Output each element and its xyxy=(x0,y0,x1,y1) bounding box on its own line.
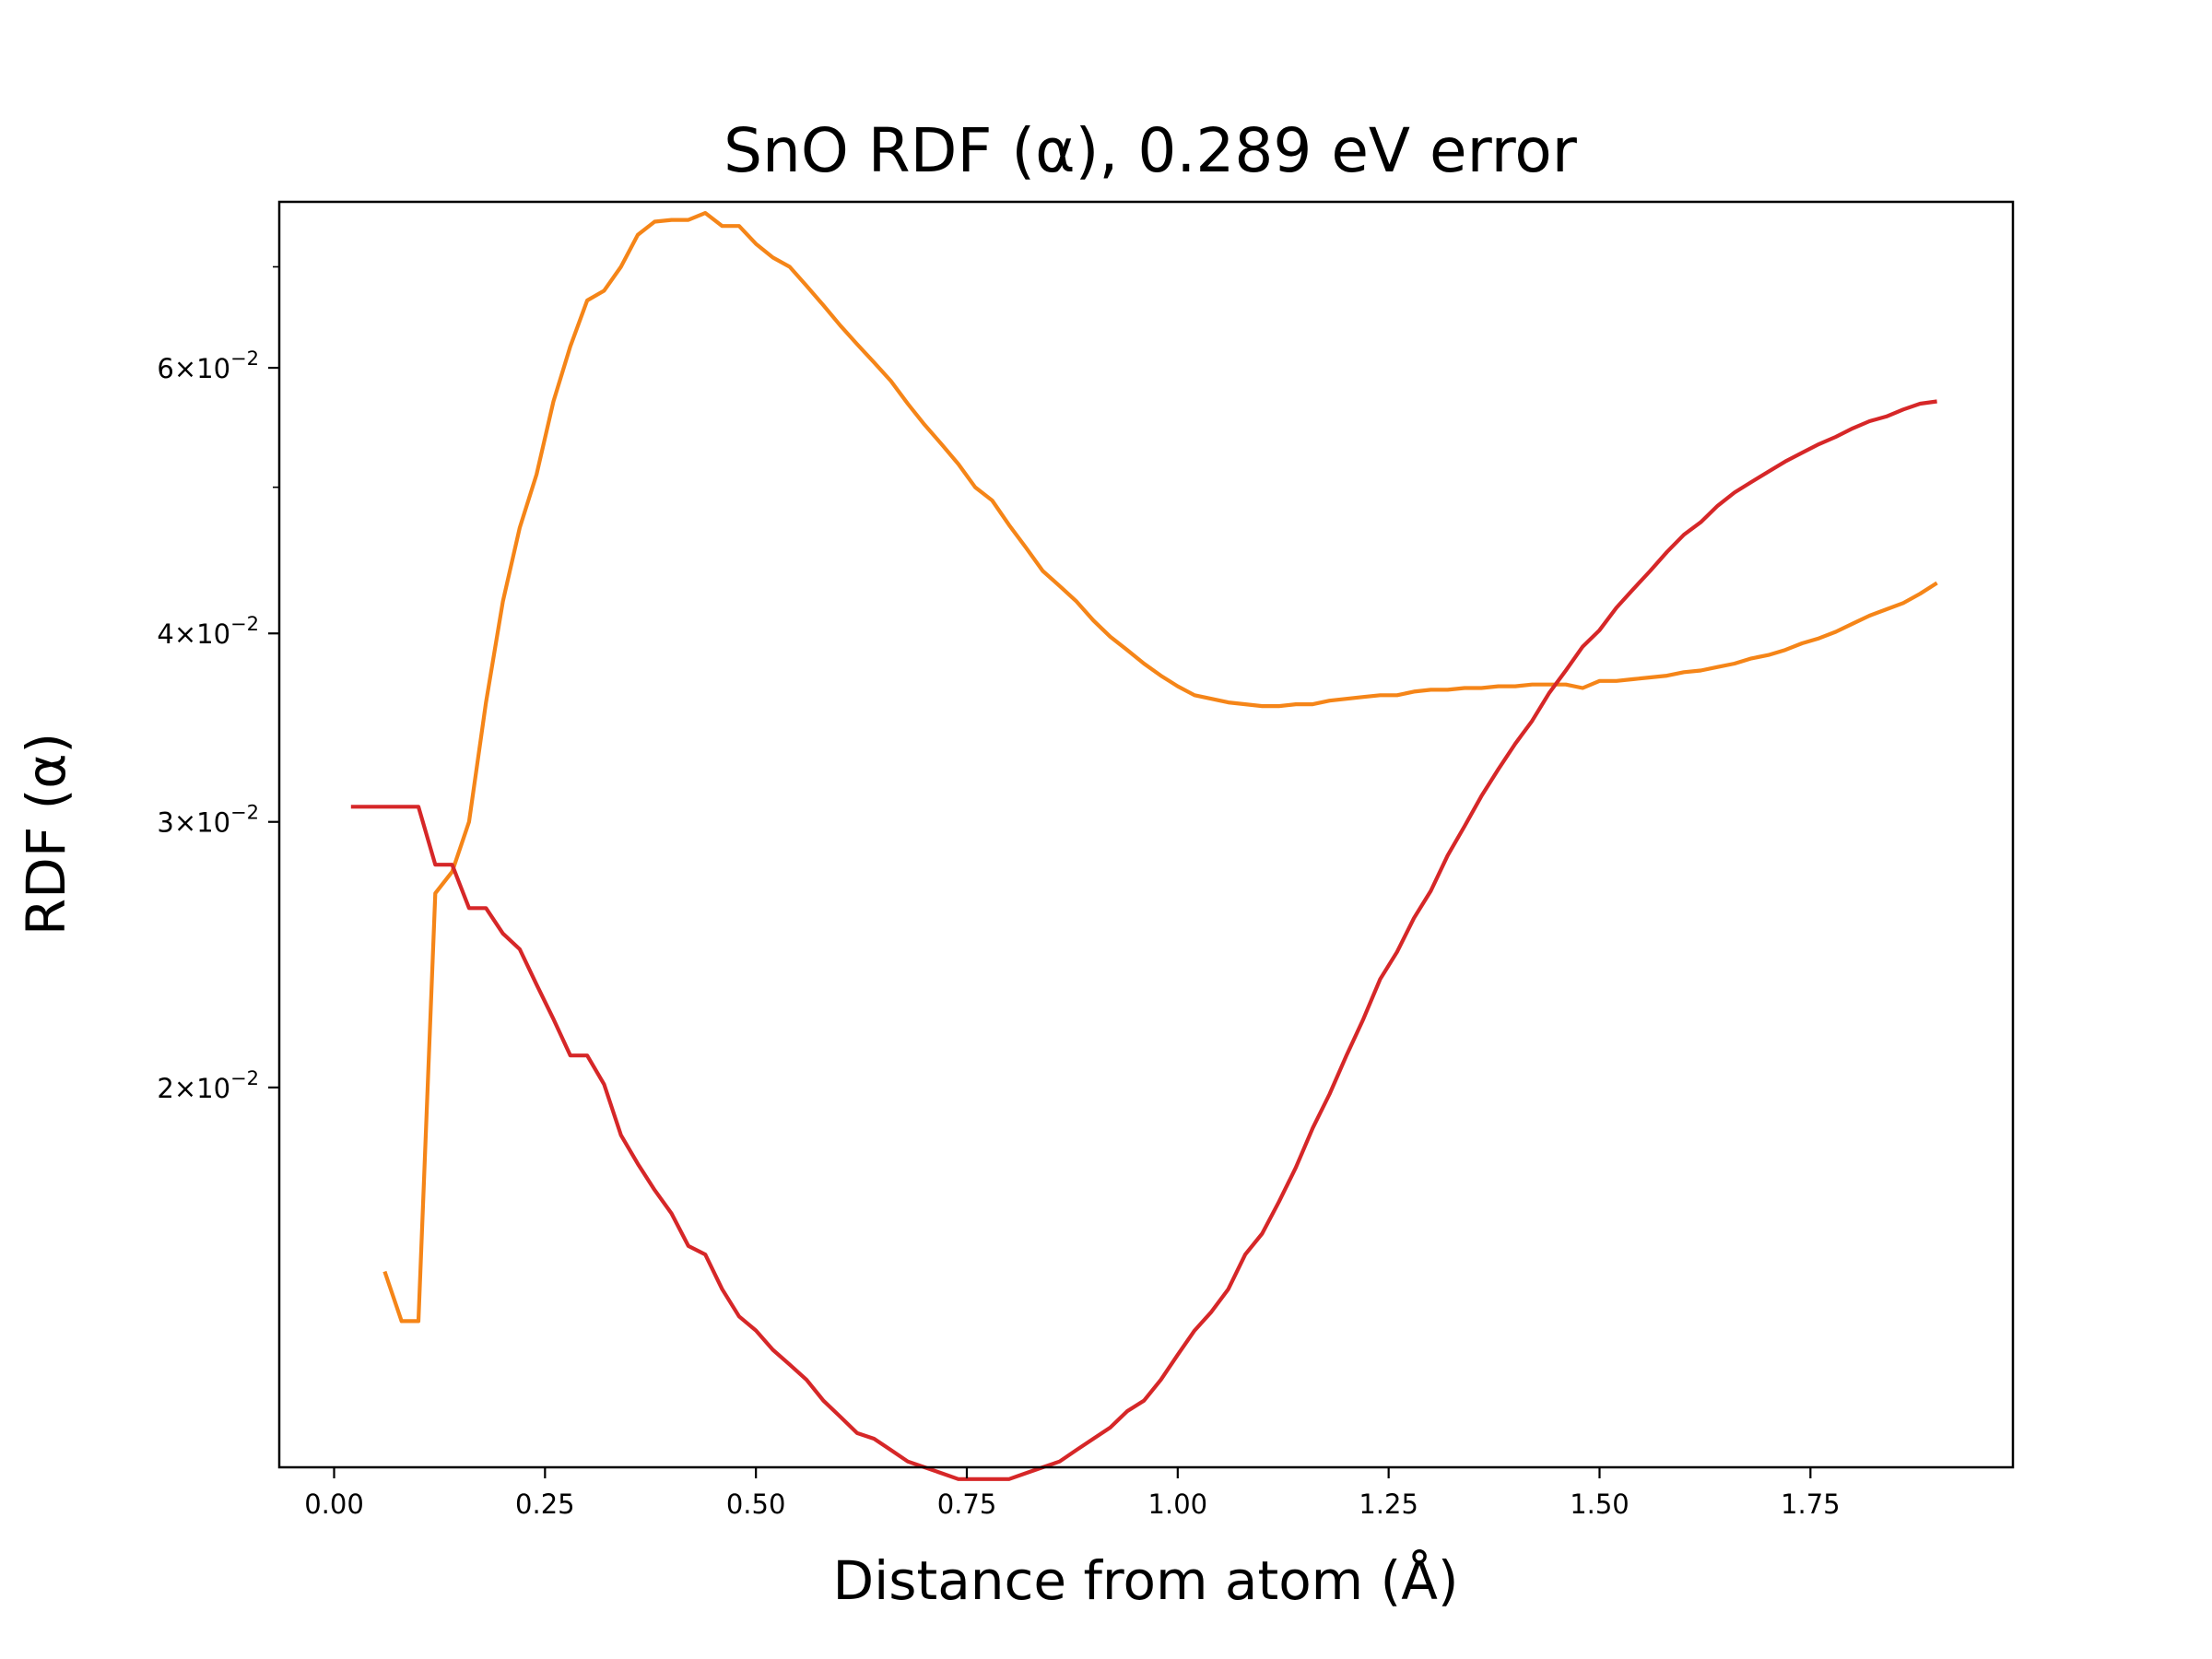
y-axis-label: RDF (α) xyxy=(15,733,77,935)
chart-title: SnO RDF (α), 0.289 eV error xyxy=(724,115,1578,186)
x-tick-label: 0.75 xyxy=(937,1488,997,1520)
x-tick-label: 0.25 xyxy=(515,1488,575,1520)
x-tick-label: 0.50 xyxy=(726,1488,786,1520)
series-line-2 xyxy=(350,399,1937,1481)
y-tick-label: 2×10−2 xyxy=(157,1067,259,1104)
y-tick-label: 6×10−2 xyxy=(157,347,259,384)
plot-frame xyxy=(277,200,2015,1469)
x-tick-label: 1.25 xyxy=(1359,1488,1418,1520)
y-tick-label: 3×10−2 xyxy=(157,802,259,839)
x-axis: 0.00 0.25 0.50 0.75 1.00 1.25 1.50 1.75 xyxy=(304,1467,1841,1520)
y-axis: 2×10−2 3×10−2 4×10−2 6×10−2 xyxy=(157,265,279,1104)
x-axis-label: Distance from atom (Å) xyxy=(832,1548,1458,1612)
x-tick-label: 1.75 xyxy=(1781,1488,1841,1520)
series-layer xyxy=(350,211,1938,1481)
series-line-1 xyxy=(382,211,1938,1324)
x-tick-label: 1.00 xyxy=(1148,1488,1208,1520)
x-tick-label: 1.50 xyxy=(1570,1488,1630,1520)
x-tick-label: 0.00 xyxy=(304,1488,364,1520)
y-tick-label: 4×10−2 xyxy=(157,613,259,650)
